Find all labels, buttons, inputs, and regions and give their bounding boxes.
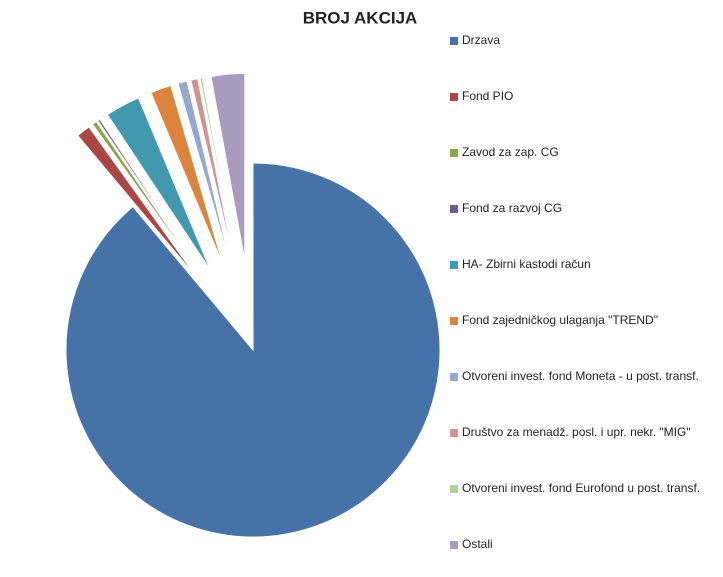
legend-text: HA- Zbirni kastodi račun (462, 257, 591, 271)
legend-swatch (450, 541, 458, 549)
legend-text: Zavod za zap. CG (462, 145, 559, 159)
pie-slice (150, 84, 224, 266)
legend-text: Fond PIO (462, 89, 513, 103)
pie-slice (190, 77, 235, 263)
legend-text: Otvoreni invest. fond Eurofond u post. t… (462, 481, 700, 495)
pie-slice (199, 77, 237, 262)
legend-text: Fond za razvoj CG (462, 201, 562, 215)
pie-slice (210, 72, 246, 261)
legend-swatch (450, 205, 458, 213)
legend-swatch (450, 429, 458, 437)
legend-swatch (450, 37, 458, 45)
legend-swatch (450, 485, 458, 493)
legend-text: Otvoreni invest. fond Moneta - u post. t… (462, 369, 699, 383)
legend-text: Fond zajedničkog ulaganja "TREND" (462, 313, 658, 327)
pie-slice (77, 126, 199, 280)
legend-swatch (450, 149, 458, 157)
pie-slice (97, 118, 204, 276)
pie-slice (177, 80, 231, 264)
legend-swatch (450, 261, 458, 269)
legend-text: Ostali (462, 537, 493, 551)
pie-slice (106, 97, 212, 271)
legend-text: Drzava (462, 33, 500, 47)
pie-slice (65, 162, 441, 538)
legend-swatch (450, 93, 458, 101)
legend-swatch (450, 317, 458, 325)
pie-slice (91, 120, 202, 277)
chart-title: BROJ AKCIJA (303, 8, 418, 27)
legend-text: Društvo za menadž. posl. i upr. nekr. "M… (462, 425, 691, 439)
legend-swatch (450, 373, 458, 381)
